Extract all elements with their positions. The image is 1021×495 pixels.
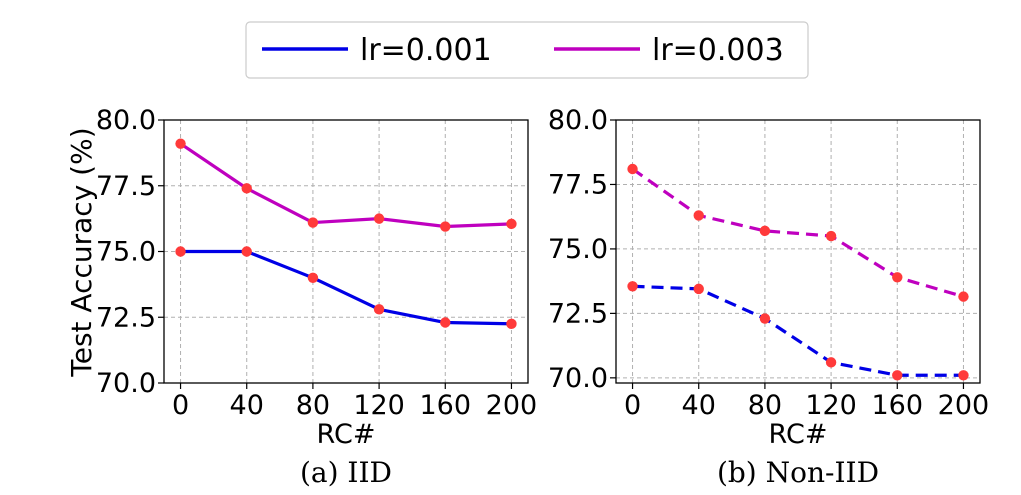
data-point — [825, 357, 837, 368]
data-point — [693, 210, 704, 221]
x-tick-label: 80 — [296, 390, 330, 421]
y-tick-label: 72.5 — [96, 302, 156, 333]
x-tick-label: 160 — [419, 390, 471, 421]
data-point — [958, 370, 969, 381]
data-point — [759, 225, 771, 237]
data-point — [506, 218, 517, 230]
data-point — [241, 183, 252, 194]
y-tick-label: 77.5 — [96, 171, 156, 202]
data-point — [440, 221, 451, 232]
data-point — [307, 272, 319, 283]
data-point — [307, 217, 319, 228]
data-point — [693, 283, 704, 295]
data-point — [373, 304, 385, 315]
series-layer — [627, 163, 969, 381]
x-tick-label: 160 — [871, 390, 923, 421]
y-tick-label: 75.0 — [96, 237, 156, 268]
x-tick-label: 40 — [682, 390, 716, 421]
x-axis-label: RC# — [317, 419, 376, 450]
data-point — [175, 138, 186, 149]
data-point — [373, 213, 385, 224]
panel-iid: 0 40 80 120 160 200 70.0 72.5 75.0 77.5 80.0 RC# T… — [65, 105, 537, 489]
data-point — [892, 272, 903, 283]
data-point — [958, 291, 969, 302]
data-point — [241, 246, 252, 257]
x-tick-label: 0 — [172, 390, 189, 421]
data-point — [892, 370, 903, 381]
series-layer — [175, 138, 517, 330]
data-point — [175, 246, 186, 257]
legend-label-lr-0-003: lr=0.003 — [652, 33, 784, 68]
data-point — [825, 230, 837, 242]
data-point — [759, 313, 771, 324]
x-axis-label: RC# — [769, 419, 828, 450]
y-tick-label: 80.0 — [96, 105, 156, 136]
legend-frame — [245, 21, 809, 79]
x-tick-label: 40 — [230, 390, 264, 421]
x-tick-label: 200 — [486, 390, 538, 421]
y-tick-label: 77.5 — [548, 169, 608, 200]
legend-label-lr-0-001: lr=0.001 — [360, 33, 492, 68]
plot-frame — [615, 119, 981, 384]
y-tick-label: 72.5 — [548, 298, 608, 329]
x-tick-label: 120 — [805, 390, 857, 421]
series-line-lr-0-001 — [632, 284, 964, 377]
grid — [616, 119, 980, 383]
legend: lr=0.001 lr=0.003 — [245, 21, 809, 79]
x-tick-label: 120 — [353, 390, 405, 421]
caption-non-iid: (b) Non-IID — [717, 456, 879, 489]
panel-non-iid: 0 40 80 120 160 200 70.0 72.5 75.0 77.5 80.0 RC# (… — [548, 105, 989, 489]
data-point — [627, 163, 638, 175]
series-line-lr-0-003 — [179, 142, 512, 229]
series-line-lr-0-003 — [631, 167, 964, 299]
y-tick-label: 70.0 — [548, 363, 608, 394]
data-point — [506, 318, 517, 330]
y-tick-label: 80.0 — [548, 105, 608, 136]
x-tick-label: 200 — [938, 390, 990, 421]
x-tick-label: 80 — [748, 390, 782, 421]
tick-labels: 0 40 80 120 160 200 70.0 72.5 75.0 77.5 80.0 — [96, 105, 537, 421]
y-axis-label: Test Accuracy (%) — [65, 127, 98, 377]
data-point — [440, 317, 451, 328]
y-tick-label: 70.0 — [96, 368, 156, 399]
x-tick-label: 0 — [624, 390, 641, 421]
y-tick-label: 75.0 — [548, 234, 608, 265]
caption-iid: (a) IID — [300, 456, 392, 489]
tick-labels: 0 40 80 120 160 200 70.0 72.5 75.0 77.5 80.0 — [548, 105, 989, 421]
data-point — [627, 281, 638, 292]
series-line-lr-0-001 — [180, 249, 512, 326]
